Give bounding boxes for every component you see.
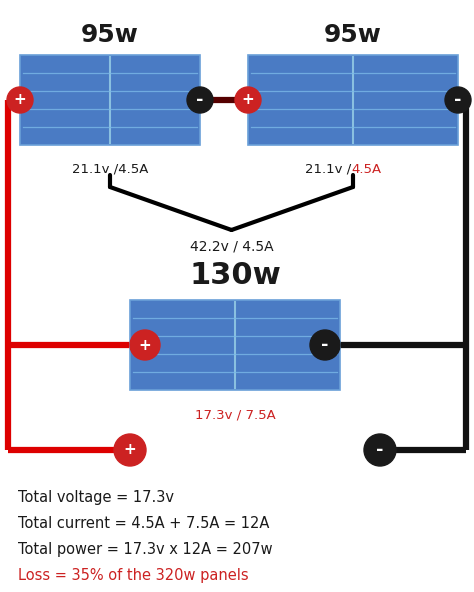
- Text: 17.3v / 7.5A: 17.3v / 7.5A: [195, 408, 275, 421]
- Text: -: -: [321, 336, 329, 354]
- Text: +: +: [138, 337, 151, 352]
- Text: 21.1v /: 21.1v /: [305, 163, 351, 176]
- Circle shape: [235, 87, 261, 113]
- Text: +: +: [14, 92, 27, 108]
- Circle shape: [445, 87, 471, 113]
- Text: 130w: 130w: [189, 261, 281, 290]
- Text: 21.1v /4.5A: 21.1v /4.5A: [72, 163, 148, 176]
- Text: Total voltage = 17.3v: Total voltage = 17.3v: [18, 490, 174, 505]
- Text: 42.2v / 4.5A: 42.2v / 4.5A: [190, 240, 273, 254]
- Circle shape: [310, 330, 340, 360]
- Text: 95w: 95w: [81, 23, 139, 47]
- Text: -: -: [376, 441, 384, 459]
- Bar: [20, 55, 200, 145]
- Bar: [130, 300, 340, 390]
- Circle shape: [187, 87, 213, 113]
- Circle shape: [130, 330, 160, 360]
- Bar: [248, 55, 458, 145]
- Circle shape: [364, 434, 396, 466]
- Text: Total power = 17.3v x 12A = 207w: Total power = 17.3v x 12A = 207w: [18, 542, 273, 557]
- Text: Loss = 35% of the 320w panels: Loss = 35% of the 320w panels: [18, 568, 249, 583]
- Circle shape: [7, 87, 33, 113]
- Text: +: +: [242, 92, 255, 108]
- Text: -: -: [196, 91, 204, 109]
- Text: 95w: 95w: [324, 23, 382, 47]
- Circle shape: [114, 434, 146, 466]
- Text: Total current = 4.5A + 7.5A = 12A: Total current = 4.5A + 7.5A = 12A: [18, 516, 269, 531]
- Text: 4.5A: 4.5A: [351, 163, 381, 176]
- Text: -: -: [454, 91, 462, 109]
- Text: +: +: [124, 442, 137, 458]
